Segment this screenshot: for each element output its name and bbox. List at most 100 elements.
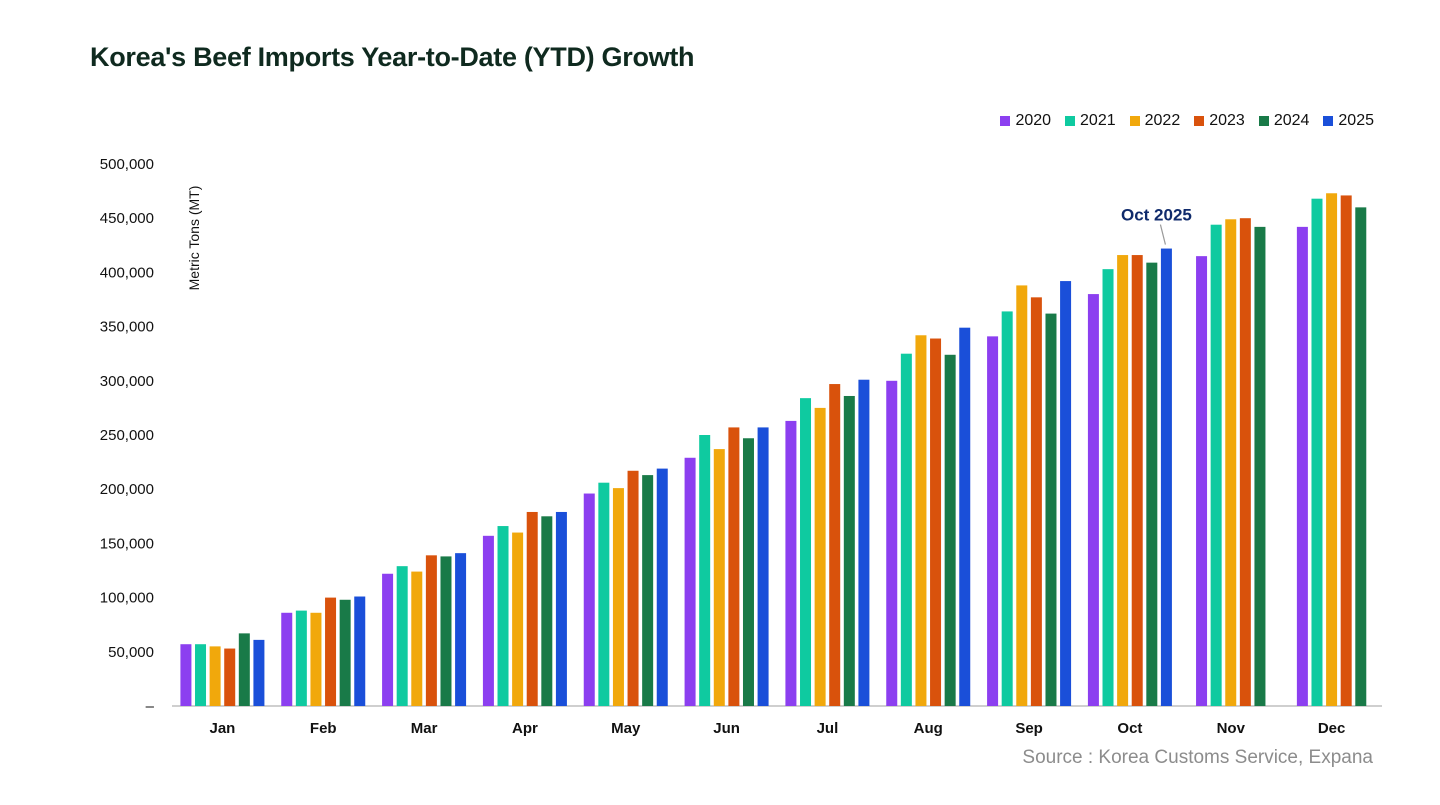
bar-may-2021	[598, 482, 610, 706]
source-note: Source : Korea Customs Service, Expana	[1022, 747, 1373, 768]
legend-item-2025: 2025	[1323, 112, 1374, 130]
bar-dec-2023	[1340, 195, 1352, 706]
annotation-label: Oct 2025	[1121, 206, 1192, 225]
bar-dec-2022	[1326, 193, 1338, 706]
bar-apr-2024	[541, 516, 553, 706]
bar-aug-2023	[930, 338, 942, 706]
x-tick-label: Aug	[914, 720, 943, 737]
legend-swatch-2024	[1258, 116, 1269, 126]
bar-oct-2021	[1102, 269, 1114, 706]
bar-apr-2023	[526, 511, 538, 706]
x-tick-label: Jul	[817, 720, 839, 737]
bar-feb-2024	[339, 599, 351, 706]
bar-jun-2020	[684, 457, 696, 706]
bar-mar-2025	[455, 553, 467, 706]
bar-apr-2022	[512, 532, 524, 706]
bar-mar-2023	[425, 555, 437, 706]
bar-oct-2020	[1087, 294, 1099, 706]
bar-sep-2023	[1030, 297, 1042, 706]
bar-may-2025	[656, 468, 668, 706]
bar-dec-2024	[1355, 207, 1367, 707]
bar-sep-2025	[1060, 281, 1072, 706]
bar-apr-2025	[555, 511, 567, 706]
bar-jan-2025	[253, 639, 265, 706]
bar-mar-2021	[396, 566, 408, 706]
bar-oct-2022	[1117, 255, 1129, 706]
bar-feb-2020	[281, 612, 293, 706]
legend-item-2022: 2022	[1129, 112, 1181, 130]
bar-sep-2020	[987, 336, 999, 706]
bar-jan-2021	[195, 644, 207, 706]
legend-label-2022: 2022	[1144, 112, 1181, 129]
bar-oct-2025	[1160, 248, 1172, 706]
bar-jun-2025	[757, 427, 769, 706]
bar-sep-2021	[1001, 311, 1013, 706]
legend-item-2024: 2024	[1258, 112, 1310, 130]
bar-aug-2025	[959, 327, 971, 706]
bar-apr-2021	[497, 526, 509, 706]
bar-feb-2023	[325, 597, 337, 706]
bar-nov-2022	[1225, 219, 1237, 706]
chart-title: Korea's Beef Imports Year-to-Date (YTD) …	[90, 42, 695, 72]
x-tick-label: Jun	[713, 720, 740, 737]
bar-mar-2022	[411, 571, 423, 706]
bar-jan-2024	[238, 633, 250, 706]
bar-oct-2024	[1146, 262, 1158, 706]
legend-swatch-2022	[1129, 116, 1140, 126]
y-tick-label: 300,000	[100, 373, 154, 390]
legend-swatch-2020	[1000, 116, 1011, 126]
x-tick-label: Nov	[1217, 720, 1246, 737]
bar-jul-2021	[800, 398, 812, 706]
bar-feb-2022	[310, 612, 322, 706]
x-tick-label: Mar	[411, 720, 438, 737]
bar-may-2022	[612, 488, 624, 706]
y-tick-label: –	[146, 698, 155, 715]
legend-label-2024: 2024	[1273, 112, 1310, 129]
bar-aug-2020	[886, 380, 898, 706]
chart-legend: 2020 2021 2022 2023 2024 2025	[1000, 112, 1374, 130]
bar-sep-2024	[1045, 313, 1057, 706]
bar-nov-2020	[1196, 256, 1208, 706]
y-tick-label: 450,000	[100, 210, 154, 227]
y-tick-label: 400,000	[100, 264, 154, 281]
y-axis-label: Metric Tons (MT)	[186, 186, 202, 291]
legend-label-2025: 2025	[1338, 112, 1374, 129]
x-tick-label: Oct	[1117, 720, 1142, 737]
bar-aug-2024	[944, 354, 956, 706]
legend-label-2023: 2023	[1209, 112, 1245, 129]
bar-may-2024	[642, 475, 654, 706]
bar-jul-2020	[785, 420, 797, 706]
legend-label-2020: 2020	[1015, 112, 1052, 129]
bar-jun-2021	[699, 435, 711, 706]
bar-oct-2023	[1131, 255, 1143, 706]
legend-item-2020: 2020	[1000, 112, 1051, 130]
legend-swatch-2025	[1323, 116, 1334, 126]
bar-jul-2025	[858, 379, 870, 706]
x-tick-label: Apr	[512, 720, 538, 737]
legend-swatch-2023	[1194, 116, 1205, 126]
y-tick-label: 150,000	[100, 535, 154, 552]
bar-mar-2024	[440, 556, 452, 706]
bar-may-2020	[583, 493, 595, 706]
bar-nov-2024	[1254, 226, 1266, 706]
x-tick-label: Feb	[310, 720, 337, 737]
y-tick-label: 100,000	[100, 590, 154, 607]
bar-jan-2022	[209, 646, 221, 706]
bar-nov-2021	[1210, 224, 1222, 707]
x-tick-label: Dec	[1318, 720, 1346, 737]
bar-nov-2023	[1239, 218, 1251, 706]
bar-dec-2020	[1296, 226, 1308, 706]
bar-feb-2021	[295, 610, 307, 706]
bar-jul-2024	[843, 395, 855, 706]
x-tick-label: May	[611, 720, 641, 737]
bar-jun-2023	[728, 427, 740, 706]
bar-aug-2021	[900, 353, 912, 706]
x-tick-label: Sep	[1015, 720, 1043, 737]
bar-jul-2023	[829, 384, 841, 706]
annotation-leader	[1159, 224, 1166, 245]
bar-jul-2022	[814, 407, 826, 706]
legend-item-2021: 2021	[1065, 112, 1116, 130]
bar-feb-2025	[354, 596, 366, 706]
legend-swatch-2021	[1065, 116, 1076, 126]
